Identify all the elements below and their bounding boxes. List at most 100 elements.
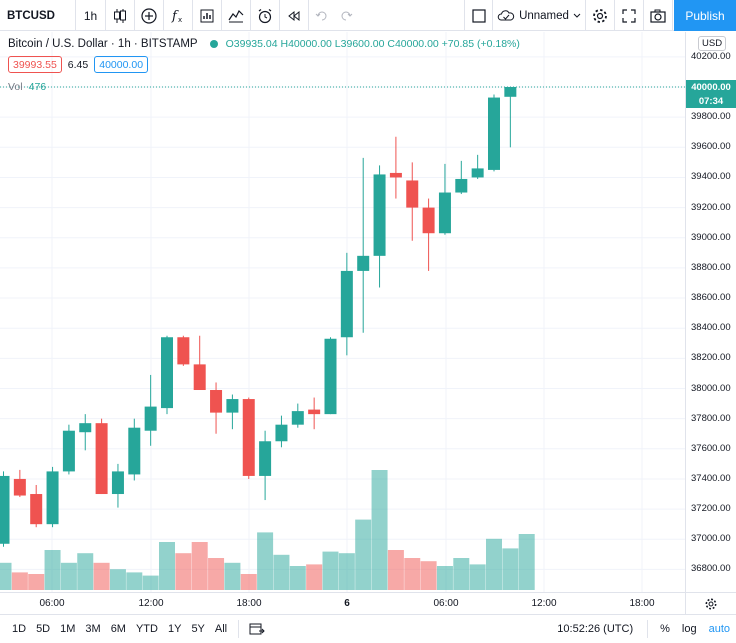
candle-body <box>161 337 173 409</box>
volume-bar <box>322 551 339 590</box>
volume-bar <box>387 550 404 590</box>
time-axis[interactable]: 06:00 12:00 18:00 6 06:00 12:00 18:00 <box>0 592 685 614</box>
volume-label[interactable]: Vol <box>8 81 23 93</box>
candle-body <box>291 411 304 425</box>
buy-price-button[interactable]: 40000.00 <box>94 56 149 73</box>
price-axis[interactable]: USD 40200.00 40000.00 39800.00 39600.00 3940… <box>685 32 736 592</box>
price-tick-label: 38400.00 <box>691 322 731 334</box>
range-button-1y[interactable]: 1Y <box>167 623 182 635</box>
chart-canvas[interactable] <box>0 32 685 592</box>
time-tick-label: 12:00 <box>531 598 557 609</box>
low-value: 39600.00 <box>340 38 385 50</box>
date-range-buttons: 1D 5D 1M 3M 6M YTD 1Y 5Y All <box>0 623 232 635</box>
compare-button[interactable] <box>135 0 164 31</box>
candle-body <box>471 168 484 178</box>
interval-button[interactable]: 1h <box>76 0 106 31</box>
percent-toggle[interactable]: % <box>660 623 670 635</box>
volume-bar <box>486 538 502 590</box>
camera-icon <box>650 9 666 23</box>
volume-bar <box>338 553 355 590</box>
goto-date-button[interactable] <box>245 622 269 636</box>
price-tick-label: 38200.00 <box>691 352 731 364</box>
toolbar-spacer <box>359 0 464 31</box>
candle-body <box>242 399 255 476</box>
range-button-1d[interactable]: 1D <box>12 623 27 635</box>
close-label: C <box>387 38 395 50</box>
candle-body <box>308 409 321 415</box>
time-tick-label: 18:00 <box>629 598 655 609</box>
undo-icon[interactable] <box>315 9 329 23</box>
templates-button[interactable] <box>222 0 251 31</box>
range-button-5y[interactable]: 5Y <box>191 623 205 635</box>
sell-price-button[interactable]: 39993.55 <box>8 56 62 73</box>
volume-bar <box>240 574 257 590</box>
ohlc-values: O39935.04 H40000.00 L39600.00 C40000.00 … <box>226 38 520 50</box>
change-value: +70.85 (+0.18%) <box>441 38 520 50</box>
volume-bar <box>11 572 28 590</box>
settings-button[interactable] <box>586 0 615 31</box>
candle-body <box>193 364 206 391</box>
price-tick-label: 38800.00 <box>691 261 731 273</box>
timezone-clock[interactable]: 10:52:26 (UTC) <box>557 623 634 635</box>
save-layout-button[interactable]: Unnamed <box>493 0 586 31</box>
currency-badge[interactable]: USD <box>698 36 727 51</box>
axis-settings-button[interactable] <box>685 592 736 614</box>
square-layout-icon <box>471 8 486 23</box>
range-button-ytd[interactable]: YTD <box>135 623 158 635</box>
replay-button[interactable] <box>280 0 309 31</box>
alert-button[interactable] <box>251 0 280 31</box>
fullscreen-button[interactable] <box>615 0 644 31</box>
candle-body <box>488 97 500 170</box>
auto-scale-toggle[interactable]: auto <box>708 623 730 635</box>
price-tick-label: 37000.00 <box>691 533 731 545</box>
price-tick-label: 39400.00 <box>691 171 731 183</box>
volume-bar <box>159 542 175 590</box>
high-value: 40000.00 <box>288 38 332 50</box>
candle-body <box>373 174 386 256</box>
candle-body <box>504 87 517 97</box>
price-tick-label: 37200.00 <box>691 503 731 515</box>
candle-body <box>46 471 59 525</box>
redo-icon[interactable] <box>339 9 353 23</box>
volume-bar <box>60 562 77 590</box>
volume-bar <box>371 470 388 590</box>
candle-body <box>422 207 435 234</box>
line-chart-icon <box>228 9 244 22</box>
snapshot-button[interactable] <box>644 0 673 31</box>
chart-pane[interactable]: Bitcoin / U.S. Dollar · 1h · BITSTAMP O3… <box>0 32 685 592</box>
price-tick-label: 36800.00 <box>691 563 731 575</box>
range-button-6m[interactable]: 6M <box>110 623 126 635</box>
range-button-3m[interactable]: 3M <box>85 623 101 635</box>
candle-body <box>324 338 337 415</box>
volume-bar <box>77 553 94 590</box>
last-price-label: 40000.00 <box>686 80 736 94</box>
financials-button[interactable] <box>193 0 222 31</box>
range-button-5d[interactable]: 5D <box>36 623 51 635</box>
log-toggle[interactable]: log <box>681 623 697 635</box>
publish-button[interactable]: Publish <box>674 0 736 31</box>
volume-bar <box>28 574 45 590</box>
svg-text:f: f <box>171 9 179 24</box>
symbol-title[interactable]: Bitcoin / U.S. Dollar · 1h · BITSTAMP <box>8 38 198 50</box>
range-button-1m[interactable]: 1M <box>60 623 76 635</box>
volume-bar <box>142 575 159 590</box>
layout-button[interactable] <box>464 0 493 31</box>
svg-text:x: x <box>178 16 182 24</box>
bottom-toolbar: 1D 5D 1M 3M 6M YTD 1Y 5Y All 10:52:26 (UTC) % lo… <box>0 614 736 643</box>
candle-body <box>226 399 239 413</box>
plus-circle-icon <box>141 7 157 24</box>
layout-name: Unnamed <box>519 9 569 22</box>
price-tick-label: 39600.00 <box>691 141 731 153</box>
volume-legend: Vol 476 <box>8 81 46 93</box>
price-tick-label: 40200.00 <box>691 50 731 62</box>
candle-body <box>128 427 141 475</box>
symbol-search[interactable]: BTCUSD <box>0 0 76 31</box>
volume-bar <box>453 558 470 590</box>
chart-type-button[interactable] <box>106 0 135 31</box>
volume-bar <box>469 564 486 590</box>
candle-body <box>389 172 402 178</box>
candle-body <box>95 423 108 495</box>
range-button-all[interactable]: All <box>214 623 228 635</box>
